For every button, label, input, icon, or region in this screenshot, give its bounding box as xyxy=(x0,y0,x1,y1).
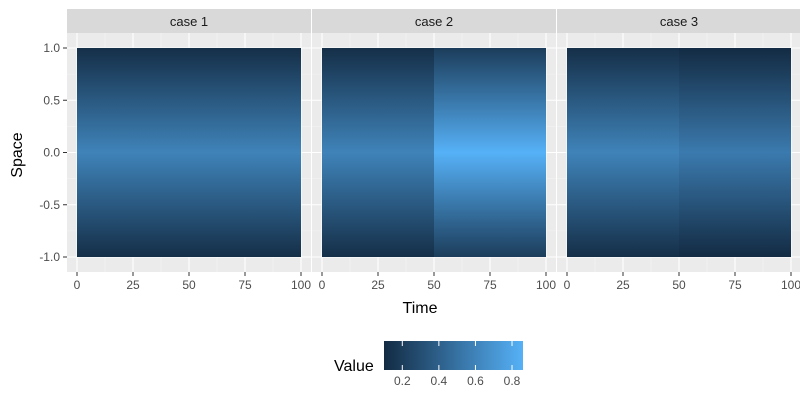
x-tick-label: 25 xyxy=(371,278,385,292)
heat-tile xyxy=(679,48,791,257)
legend-title: Value xyxy=(334,358,374,375)
x-tick-label: 75 xyxy=(728,278,742,292)
x-tick-label: 25 xyxy=(126,278,140,292)
facet-strip xyxy=(312,9,556,33)
y-tick-label: -0.5 xyxy=(39,198,60,212)
facet-label: case 3 xyxy=(660,14,698,29)
y-tick-label: 1.0 xyxy=(43,41,60,55)
x-tick-label: 100 xyxy=(536,278,556,292)
heat-tile xyxy=(567,48,679,257)
legend-tick-label: 0.6 xyxy=(467,374,484,388)
x-tick-label: 50 xyxy=(672,278,686,292)
x-tick-label: 50 xyxy=(427,278,441,292)
facet-label: case 2 xyxy=(415,14,453,29)
x-tick-label: 75 xyxy=(238,278,252,292)
heat-tile xyxy=(434,48,546,257)
color-legend: Value 0.2 0.4 0.6 0.8 xyxy=(334,341,523,388)
facet-strip xyxy=(67,9,311,33)
x-tick-label: 100 xyxy=(291,278,311,292)
legend-tick-label: 0.8 xyxy=(504,374,521,388)
x-axis-title: Time xyxy=(403,300,438,317)
facet-panel: case 2 xyxy=(312,9,556,272)
facet-panel: case 1 xyxy=(67,9,311,272)
x-tick-label: 0 xyxy=(319,278,326,292)
x-tick-label: 75 xyxy=(483,278,497,292)
x-tick-label: 25 xyxy=(616,278,630,292)
legend-tick-label: 0.2 xyxy=(394,374,411,388)
heat-tile xyxy=(77,48,301,257)
legend-tick-label: 0.4 xyxy=(431,374,448,388)
heat-tile xyxy=(322,48,434,257)
x-tick-label: 50 xyxy=(182,278,196,292)
y-tick-label: -1.0 xyxy=(39,250,60,264)
facet-panels: case 1 case 2 case 3 xyxy=(67,9,800,272)
x-tick-label: 0 xyxy=(74,278,81,292)
x-tick-label: 0 xyxy=(564,278,571,292)
x-axes: 0 25 50 75 100 0 25 50 75 100 0 25 50 75 100 xyxy=(74,272,800,292)
x-tick-label: 100 xyxy=(781,278,800,292)
facet-strip xyxy=(557,9,800,33)
y-axis: 1.0 0.5 0.0 -0.5 -1.0 xyxy=(39,41,67,264)
facet-label: case 1 xyxy=(170,14,208,29)
y-axis-title: Space xyxy=(9,132,26,177)
y-tick-label: 0.5 xyxy=(43,93,60,107)
facet-panel: case 3 xyxy=(557,9,800,272)
y-tick-label: 0.0 xyxy=(43,146,60,160)
legend-colorbar xyxy=(384,341,523,370)
